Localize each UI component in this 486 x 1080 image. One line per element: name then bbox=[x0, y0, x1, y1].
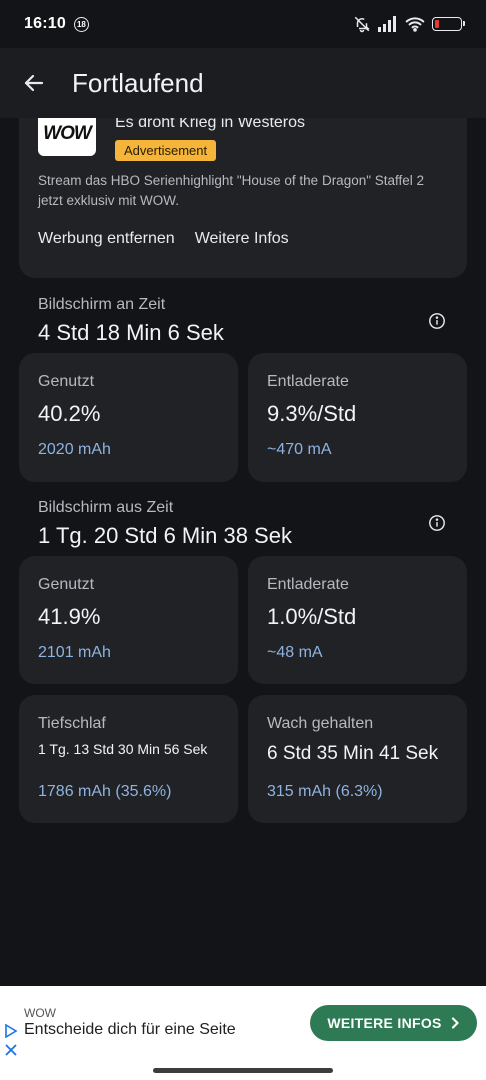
close-icon[interactable] bbox=[4, 1043, 18, 1057]
stat-sub: 2020 mAh bbox=[38, 441, 111, 458]
stat-value: 41.9% bbox=[38, 604, 101, 629]
age-badge: 18 bbox=[73, 16, 89, 32]
remove-ads-link[interactable]: Werbung entfernen bbox=[38, 230, 175, 247]
battery-fill bbox=[435, 20, 439, 28]
screen-on-label: Bildschirm an Zeit bbox=[38, 296, 166, 313]
stat-label: Genutzt bbox=[38, 576, 95, 593]
more-info-link[interactable]: Weitere Infos bbox=[194, 230, 289, 247]
stat-value: 6 Std 35 Min 41 Sek bbox=[267, 743, 439, 764]
ad-badge: Advertisement bbox=[115, 140, 217, 161]
screen-on-value: 4 Std 18 Min 6 Sek bbox=[38, 320, 224, 345]
stat-value: 1 Tg. 13 Std 30 Min 56 Sek bbox=[38, 741, 208, 757]
banner-brand: WOW bbox=[24, 1006, 56, 1020]
info-icon[interactable] bbox=[428, 514, 446, 532]
chevron-right-icon bbox=[451, 1017, 459, 1029]
banner-text: Entscheide dich für eine Seite bbox=[24, 1021, 236, 1038]
screen-off-used-card: Genutzt 41.9% 2101 mAh bbox=[19, 556, 238, 684]
gesture-handle[interactable] bbox=[153, 1068, 333, 1073]
screen-off-value: 1 Tg. 20 Std 6 Min 38 Sek bbox=[38, 523, 292, 548]
ad-title: Es droht Krieg in Westeros bbox=[115, 118, 306, 131]
ad-logo-text: WOW bbox=[43, 123, 92, 144]
stat-value: 40.2% bbox=[38, 401, 101, 426]
stat-sub: ~470 mA bbox=[267, 441, 332, 458]
screen-off-label: Bildschirm aus Zeit bbox=[38, 499, 174, 516]
screen-on-rate-card: Entladerate 9.3%/Std ~470 mA bbox=[248, 353, 467, 482]
awake-card: Wach gehalten 6 Std 35 Min 41 Sek 315 mA… bbox=[248, 695, 467, 823]
arrow-left-icon bbox=[24, 74, 44, 92]
status-icons bbox=[353, 15, 465, 33]
screen-on-used-card: Genutzt 40.2% 2020 mAh bbox=[19, 353, 238, 482]
stat-sub: ~48 mA bbox=[267, 644, 323, 661]
ad-body: Stream das HBO Serienhighlight "House of… bbox=[38, 173, 425, 208]
deep-sleep-card: Tiefschlaf 1 Tg. 13 Std 30 Min 56 Sek 17… bbox=[19, 695, 238, 823]
stat-label: Tiefschlaf bbox=[38, 715, 106, 732]
back-button[interactable] bbox=[14, 63, 54, 103]
ad-actions: Werbung entfernen Weitere Infos bbox=[38, 230, 289, 248]
stat-value: 1.0%/Std bbox=[267, 604, 357, 629]
signal-icon bbox=[378, 16, 396, 32]
stat-label: Wach gehalten bbox=[267, 715, 374, 732]
more-info-button-label: WEITERE INFOS bbox=[327, 1015, 442, 1031]
gesture-nav-bar bbox=[0, 1064, 486, 1080]
ad-choices-icon[interactable] bbox=[4, 1024, 18, 1038]
stat-sub: 315 mAh (6.3%) bbox=[267, 783, 383, 800]
ad-card[interactable]: WOW Es droht Krieg in Westeros Advertise… bbox=[19, 118, 467, 278]
more-info-button[interactable]: WEITERE INFOS bbox=[310, 1005, 477, 1041]
stat-label: Entladerate bbox=[267, 576, 349, 593]
ad-banner[interactable]: WOW Entscheide dich für eine Seite WEITE… bbox=[0, 986, 486, 1064]
stat-sub: 2101 mAh bbox=[38, 644, 111, 661]
status-bar: 16:10 18 bbox=[0, 0, 486, 48]
page-title: Fortlaufend bbox=[72, 67, 204, 98]
wifi-icon bbox=[405, 17, 425, 32]
ad-logo: WOW bbox=[38, 118, 96, 156]
stat-label: Entladerate bbox=[267, 373, 349, 390]
bell-muted-icon bbox=[354, 16, 370, 33]
stat-sub: 1786 mAh (35.6%) bbox=[38, 783, 172, 800]
status-time: 16:10 bbox=[24, 15, 66, 32]
info-icon[interactable] bbox=[428, 312, 446, 330]
stat-value: 9.3%/Std bbox=[267, 401, 357, 426]
screen-off-rate-card: Entladerate 1.0%/Std ~48 mA bbox=[248, 556, 467, 684]
battery-icon bbox=[432, 17, 465, 31]
app-bar: Fortlaufend bbox=[0, 48, 486, 118]
stat-label: Genutzt bbox=[38, 373, 95, 390]
content-scroll[interactable]: WOW Es droht Krieg in Westeros Advertise… bbox=[0, 118, 486, 986]
